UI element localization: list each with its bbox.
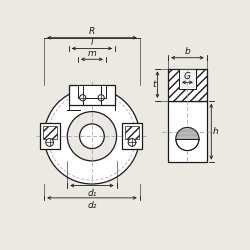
Bar [40, 123, 60, 149]
Text: G: G [184, 72, 191, 81]
Polygon shape [176, 128, 199, 139]
Text: t: t [152, 80, 156, 89]
Circle shape [80, 124, 104, 148]
Bar [168, 101, 207, 162]
Text: l: l [91, 38, 93, 47]
Bar [122, 123, 142, 149]
Text: m: m [88, 49, 96, 58]
Circle shape [44, 88, 140, 184]
Bar [168, 68, 207, 101]
Circle shape [67, 112, 116, 161]
Circle shape [176, 128, 199, 150]
Text: d₁: d₁ [87, 188, 97, 198]
Bar [125, 126, 139, 138]
Circle shape [128, 138, 136, 146]
Circle shape [98, 95, 104, 101]
Text: h: h [213, 127, 218, 136]
Text: d₂: d₂ [87, 201, 97, 210]
Circle shape [46, 138, 54, 146]
Text: b: b [184, 47, 190, 56]
Bar [43, 126, 56, 138]
Circle shape [80, 95, 86, 101]
Bar [179, 68, 196, 88]
Bar [78, 86, 106, 98]
Bar [69, 86, 115, 105]
Text: R: R [89, 27, 95, 36]
